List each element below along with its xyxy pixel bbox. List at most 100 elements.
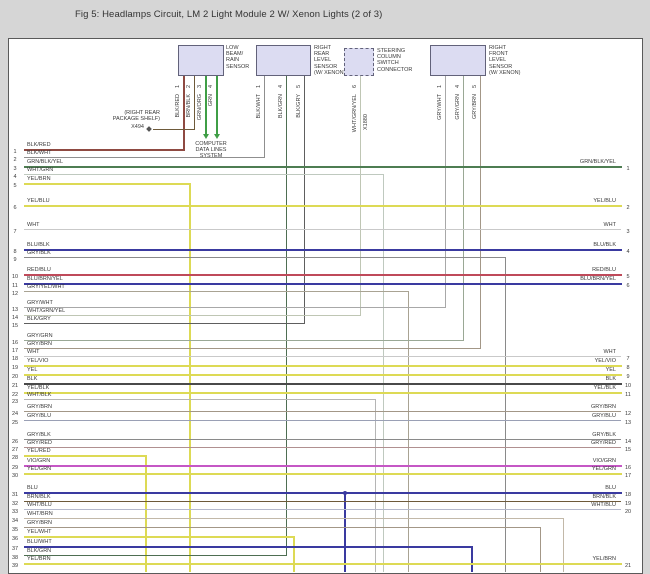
row-number-left: 30 (11, 473, 19, 479)
row-number-left: 31 (11, 492, 19, 498)
wire-line-vertical (293, 536, 295, 572)
wire-label-left: WHT/GRN/YEL (27, 308, 66, 314)
row-number-left: 24 (11, 411, 19, 417)
wire-label-right: WHT/BLU (591, 502, 616, 508)
wire-label-left: BLU (27, 485, 38, 491)
row-number-left: 25 (11, 420, 19, 426)
figure-title: Fig 5: Headlamps Circuit, LM 2 Light Mod… (75, 9, 383, 20)
connector-box-low-beam-rain-sensor (178, 45, 224, 76)
wire-label-right: YEL/BRN (592, 556, 616, 562)
x494-link-wire (153, 129, 195, 130)
row-number-left: 18 (11, 356, 19, 362)
row-number-left: 28 (11, 455, 19, 461)
row-number-left: 34 (11, 518, 19, 524)
wire-label-right: BLU/BLK (593, 242, 616, 248)
wire-row (24, 274, 622, 276)
computer-data-lines-note: COMPUTER DATA LINES SYSTEM (195, 141, 227, 159)
row-number-left: 15 (11, 323, 19, 329)
wire-row (24, 348, 481, 349)
wire-row (24, 392, 622, 394)
wire-label-right: GRN/BLK/YEL (579, 159, 616, 165)
wire-label-left: YEL/WHT (27, 529, 52, 535)
connector-label-right-rear-level-sensor: RIGHT REAR LEVEL SENSOR (W/ XENON) (314, 45, 346, 76)
row-number-right: 1 (626, 166, 630, 172)
wire-label-right: RED/BLU (592, 267, 616, 273)
pin-number: 5 (472, 84, 478, 88)
pin-number: 6 (352, 84, 358, 88)
wire-line-vertical (563, 518, 564, 572)
wire-row (24, 257, 506, 258)
wire-line-vertical (383, 174, 384, 572)
row-number-left: 16 (11, 340, 19, 346)
connector-id-label: X1880 (363, 114, 369, 130)
wire-label-right: VIO/GRN (592, 458, 616, 464)
connector-box-steering-column-switch-connector (344, 48, 374, 76)
wire-label-right: BRN/BLK (592, 494, 616, 500)
row-number-left: 17 (11, 348, 19, 354)
row-number-right: 9 (626, 374, 630, 380)
wire-row (24, 383, 622, 385)
wire-row (24, 249, 622, 251)
wire-row (24, 174, 384, 175)
connector-box-right-rear-level-sensor (256, 45, 311, 76)
pin-wire-label: GRY/BRN (472, 94, 478, 119)
pin-wire-blk-gry (304, 76, 305, 323)
row-number-left: 5 (13, 183, 17, 189)
pin-wire-label: BLK/WHT (256, 94, 262, 119)
x494-label: X494 (131, 124, 144, 130)
wire-row (24, 455, 147, 457)
wire-row (24, 356, 621, 357)
wire-row (24, 563, 622, 565)
diagram-frame (8, 38, 643, 574)
pin-number: 1 (437, 84, 443, 88)
pin-number: 5 (296, 84, 302, 88)
wire-label-left: BLU/BLK (27, 242, 50, 248)
wire-label-left: BLK/WHT (27, 150, 52, 156)
wire-label-right: YEL/VIO (594, 358, 616, 364)
row-number-left: 35 (11, 527, 19, 533)
row-number-right: 4 (626, 249, 630, 255)
wire-row (24, 509, 621, 510)
wire-label-right: BLU (605, 485, 616, 491)
row-number-left: 29 (11, 465, 19, 471)
wire-label-left: GRN/BLK/YEL (27, 159, 64, 165)
wire-row (24, 183, 191, 185)
pin-number: 4 (208, 84, 214, 88)
pin-wire-blk-wht (264, 76, 265, 157)
row-number-left: 38 (11, 555, 19, 561)
row-number-right: 2 (626, 205, 630, 211)
wire-label-left: YEL (27, 367, 38, 373)
wire-label-right: WHT (603, 222, 616, 228)
wire-label-left: RED/BLU (27, 267, 51, 273)
row-number-left: 4 (13, 174, 17, 180)
pin-wire-wht-grn-yel (360, 76, 361, 315)
wire-line-vertical (408, 291, 409, 572)
figure-title-bar: Fig 5: Headlamps Circuit, LM 2 Light Mod… (0, 0, 650, 38)
row-number-left: 21 (11, 383, 19, 389)
wire-label-left: WHT/BLU (27, 502, 52, 508)
row-number-right: 18 (624, 492, 632, 498)
wire-label-right: YEL/GRN (591, 466, 616, 472)
row-number-left: 13 (11, 307, 19, 313)
pin-number: 1 (175, 84, 181, 88)
row-number-left: 22 (11, 392, 19, 398)
pin-number: 4 (455, 84, 461, 88)
wire-row (24, 340, 464, 341)
pin-wire-label: GRY/GRN (455, 94, 461, 120)
row-number-left: 3 (13, 166, 17, 172)
wire-line-vertical (344, 492, 346, 572)
pin-wire-label: BLK/GRN (278, 94, 284, 119)
wire-row (24, 447, 621, 448)
row-number-left: 23 (11, 399, 19, 405)
wire-label-left: YEL/GRN (27, 466, 52, 472)
wire-label-left: WHT/GRN (27, 167, 54, 173)
pin-number: 3 (197, 84, 203, 88)
pin-wire-gry-grn (463, 76, 464, 340)
wire-row (24, 473, 622, 475)
wire-row (24, 555, 287, 556)
wire-row (24, 536, 295, 538)
pin-wire-grn (216, 76, 218, 134)
wire-label-left: WHT/BLK (27, 392, 52, 398)
row-number-left: 8 (13, 249, 17, 255)
row-number-right: 16 (624, 465, 632, 471)
